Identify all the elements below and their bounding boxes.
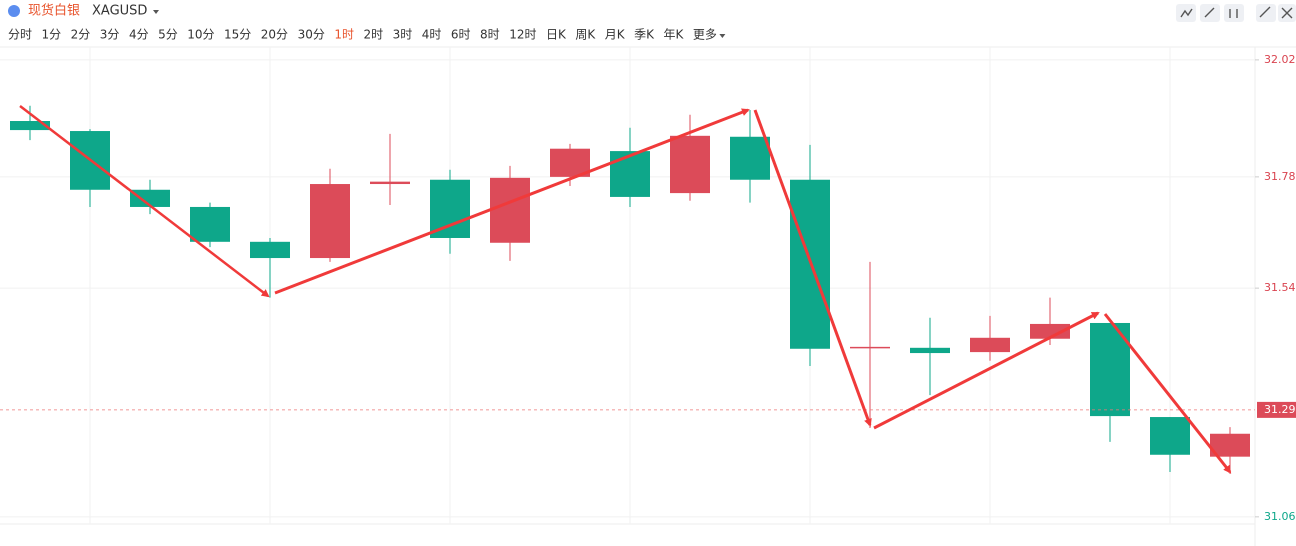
interval-tab[interactable]: 6时	[451, 28, 471, 42]
y-tick-label: 31.547	[1264, 281, 1296, 294]
tool-button[interactable]	[1200, 4, 1220, 22]
interval-tab[interactable]: 年K	[663, 28, 684, 42]
candle-body	[1150, 417, 1190, 455]
annotation-arrow	[873, 311, 1100, 430]
y-tick-label: 31.780	[1264, 170, 1296, 183]
candle-body	[610, 151, 650, 197]
interval-tab[interactable]: 5分	[158, 28, 178, 42]
candle-body	[850, 346, 890, 349]
tool-button[interactable]	[1256, 4, 1276, 22]
candle-body	[1210, 433, 1250, 457]
interval-tab[interactable]: 周K	[575, 28, 596, 42]
candle-body	[670, 135, 710, 194]
interval-tab[interactable]: 分时	[8, 28, 32, 42]
annotation-arrow	[19, 105, 270, 298]
candle-body	[910, 347, 950, 354]
interval-tab[interactable]: 4分	[129, 28, 149, 42]
title[interactable]: 现货白银	[28, 3, 80, 19]
last-price-tag	[1257, 401, 1296, 418]
candle-body	[130, 189, 170, 207]
tool-button[interactable]	[1224, 4, 1244, 22]
interval-tab[interactable]: 4时	[422, 28, 442, 42]
annotation-arrow	[274, 108, 750, 295]
candle-body	[970, 337, 1010, 353]
candle-body	[430, 179, 470, 238]
interval-tab[interactable]: 3时	[393, 28, 413, 42]
last-price-label: 31.292	[1264, 403, 1296, 416]
interval-tab[interactable]: 季K	[634, 28, 655, 42]
candle-body	[250, 241, 290, 259]
candle-body	[490, 177, 530, 243]
y-tick-label: 32.025	[1264, 53, 1296, 66]
dropdown-caret	[153, 10, 159, 14]
symbol[interactable]: XAGUSD	[92, 4, 147, 19]
y-tick-label: 31.068	[1264, 510, 1296, 523]
dropdown-caret	[719, 34, 726, 38]
candle-body	[730, 136, 770, 180]
candle-body	[1030, 323, 1070, 339]
interval-tab[interactable]: 月K	[605, 28, 626, 42]
candle-body	[190, 206, 230, 242]
interval-tab[interactable]: 20分	[261, 28, 288, 42]
tool-icons	[1176, 4, 1296, 22]
interval-tab[interactable]: 2分	[71, 28, 91, 42]
interval-tab[interactable]: 日K	[546, 28, 567, 42]
interval-tab[interactable]: 15分	[224, 28, 251, 42]
annotation-arrow	[753, 109, 872, 427]
interval-tab[interactable]: 10分	[187, 28, 214, 42]
candle-body	[310, 184, 350, 259]
candle-body	[10, 121, 50, 131]
interval-tab[interactable]: 2时	[363, 28, 383, 42]
interval-tab[interactable]: 更多	[693, 28, 717, 42]
interval-tab[interactable]: 1分	[42, 28, 62, 42]
interval-tab[interactable]: 1时	[334, 28, 354, 42]
interval-tab[interactable]: 12时	[509, 28, 536, 42]
symbol-icon	[8, 5, 20, 17]
interval-tab[interactable]: 3分	[100, 28, 120, 42]
candle-body	[370, 181, 410, 185]
interval-tab[interactable]: 30分	[298, 28, 325, 42]
annotation-arrow	[1103, 313, 1232, 474]
interval-tab[interactable]: 8时	[480, 28, 500, 42]
